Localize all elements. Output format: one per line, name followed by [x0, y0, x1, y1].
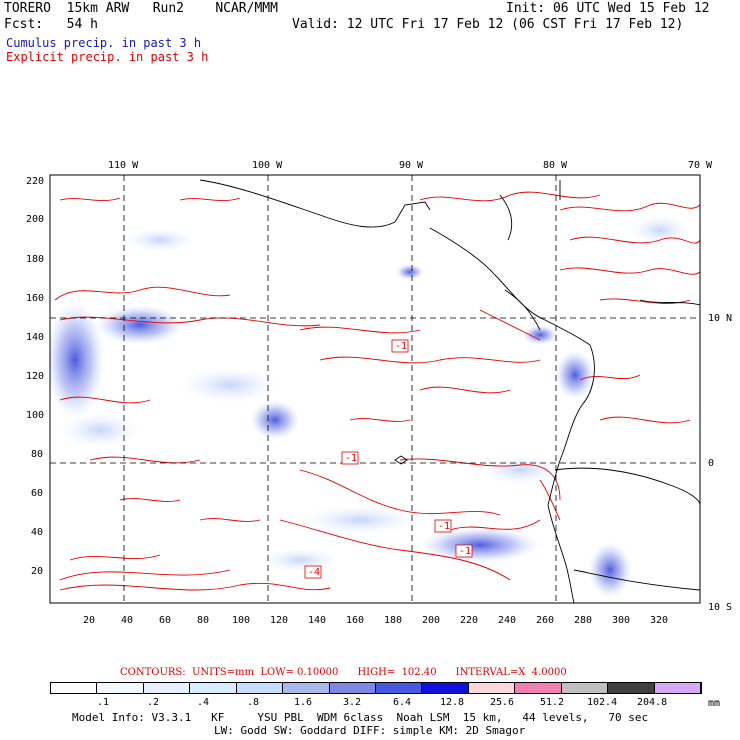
lon-label: 80 W [543, 160, 568, 171]
colorbar-label: 1.6 [294, 697, 313, 708]
contour-label: -1 [459, 546, 472, 557]
lat-label: 10 S [708, 602, 733, 613]
legend-cumulus: Cumulus precip. in past 3 h [6, 36, 202, 50]
valid-time: Valid: 12 UTC Fri 17 Feb 12 (06 CST Fri … [292, 17, 684, 32]
colorbar-label: 12.8 [440, 697, 465, 708]
colorbar-cell [329, 683, 376, 693]
model-title: TORERO 15km ARW Run2 NCAR/MMM [4, 1, 278, 16]
colorbar-label: .1 [97, 697, 110, 708]
x-tick-label: 100 [232, 615, 251, 626]
colorbar-label: 102.4 [587, 697, 618, 708]
legend-explicit: Explicit precip. in past 3 h [6, 50, 209, 64]
x-tick-label: 220 [460, 615, 479, 626]
map-frame [49, 174, 701, 604]
y-tick-label: 20 [31, 566, 44, 577]
x-tick-label: 120 [270, 615, 289, 626]
contour-label: -1 [345, 453, 358, 464]
colorbar-unit: mm [708, 698, 721, 709]
colorbar [50, 682, 702, 694]
lat-lon-grid [50, 175, 700, 603]
x-tick-label: 180 [384, 615, 403, 626]
forecast-hour: Fcst: 54 h [4, 17, 98, 32]
colorbar-cell [236, 683, 284, 693]
lon-label: 100 W [252, 160, 283, 171]
cumulus-precip-field [50, 215, 690, 598]
lon-label: 90 W [399, 160, 424, 171]
contour-label: -1 [395, 341, 408, 352]
colorbar-cell [97, 683, 144, 693]
colorbar-label: 3.2 [343, 697, 362, 708]
colorbar-cell [376, 683, 423, 693]
colorbar-label: .8 [247, 697, 260, 708]
y-tick-label: 200 [26, 214, 45, 225]
lat-label: 0 [708, 458, 715, 469]
contour-label-boxes [304, 339, 473, 579]
model-info-line2: LW: Godd SW: Goddard DIFF: simple KM: 2D… [214, 724, 526, 737]
colorbar-cell [561, 683, 609, 693]
y-tick-label: 80 [31, 449, 44, 460]
colorbar-cell [468, 683, 516, 693]
x-tick-label: 320 [650, 615, 669, 626]
x-tick-label: 140 [308, 615, 327, 626]
colorbar-cell [422, 683, 469, 693]
colorbar-cell [608, 683, 655, 693]
lon-label: 70 W [688, 160, 713, 171]
x-tick-label: 60 [159, 615, 172, 626]
colorbar-label: .4 [197, 697, 210, 708]
contours-info: CONTOURS: UNITS=mm LOW= 0.10000 HIGH= 10… [120, 667, 567, 678]
colorbar-label: 51.2 [540, 697, 565, 708]
y-tick-label: 180 [26, 254, 45, 265]
lon-label: 110 W [108, 160, 139, 171]
colorbar-cell [515, 683, 562, 693]
x-tick-label: 300 [612, 615, 631, 626]
colorbar-label: .2 [147, 697, 160, 708]
colorbar-label: 6.4 [393, 697, 412, 708]
init-time: Init: 06 UTC Wed 15 Feb 12 [506, 1, 710, 16]
x-tick-label: 260 [536, 615, 555, 626]
y-tick-label: 120 [26, 371, 45, 382]
contour-label: -1 [438, 521, 451, 532]
colorbar-label: 25.6 [490, 697, 515, 708]
colorbar-cell [143, 683, 191, 693]
colorbar-cell [654, 683, 701, 693]
x-tick-label: 40 [121, 615, 134, 626]
x-tick-label: 20 [83, 615, 96, 626]
y-tick-label: 60 [31, 488, 44, 499]
y-tick-label: 160 [26, 293, 45, 304]
x-tick-label: 240 [498, 615, 517, 626]
y-tick-label: 220 [26, 176, 45, 187]
contour-label: -4 [308, 567, 321, 578]
colorbar-cell [190, 683, 237, 693]
model-info-line1: Model Info: V3.3.1 KF YSU PBL WDM 6class… [72, 711, 649, 724]
explicit-precip-contours [54, 191, 700, 591]
lat-label: 10 N [708, 313, 733, 324]
y-tick-label: 140 [26, 332, 45, 343]
x-tick-label: 200 [422, 615, 441, 626]
colorbar-cell [51, 683, 98, 693]
x-tick-label: 160 [346, 615, 365, 626]
y-tick-label: 100 [26, 410, 45, 421]
x-tick-label: 80 [197, 615, 210, 626]
y-tick-label: 40 [31, 527, 44, 538]
coastlines [199, 179, 700, 603]
colorbar-label: 204.8 [637, 697, 668, 708]
colorbar-cell [283, 683, 330, 693]
x-tick-label: 280 [574, 615, 593, 626]
